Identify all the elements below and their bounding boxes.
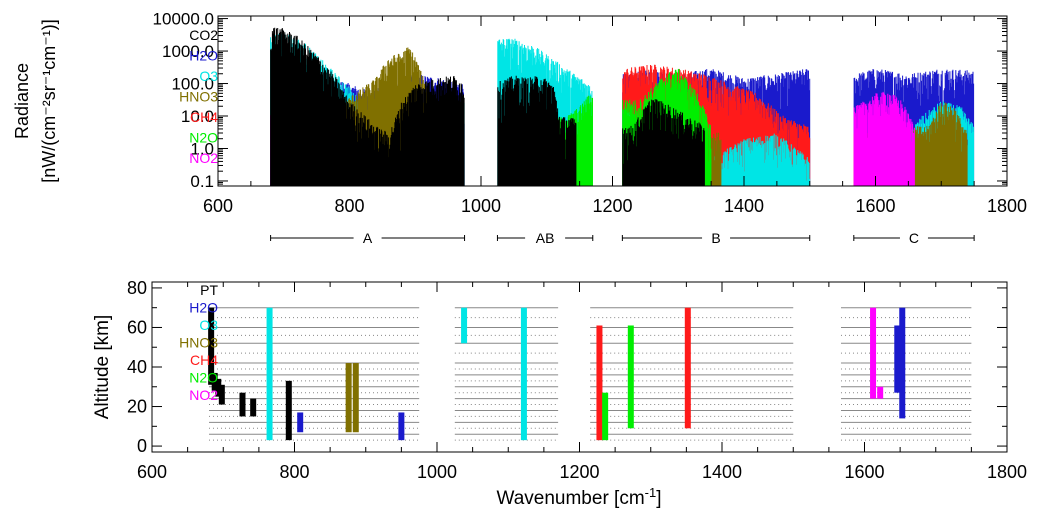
legend-entry-n2o: N2O bbox=[189, 130, 218, 146]
retrieval-bar-n2o bbox=[602, 392, 609, 441]
retrieval-bar-n2o bbox=[627, 325, 634, 429]
legend-entry-h2o: H2O bbox=[189, 300, 218, 316]
legend-entry-hno3: HNO3 bbox=[179, 89, 218, 105]
retrieval-bar-o3 bbox=[461, 307, 468, 344]
bottom-x-tick-label: 1600 bbox=[844, 462, 884, 482]
retrieval-bar-hno3 bbox=[345, 363, 352, 433]
legend-entry-co2: CO2 bbox=[189, 27, 218, 43]
band-label-a: A bbox=[363, 230, 373, 246]
retrieval-bar-h2o bbox=[899, 307, 906, 419]
band-label-c: C bbox=[909, 230, 919, 246]
top-x-tick-label: 600 bbox=[203, 196, 233, 216]
bottom-x-tick-label: 1400 bbox=[702, 462, 742, 482]
radiance-series-group bbox=[270, 27, 975, 186]
retrieval-bar-hno3 bbox=[352, 363, 359, 433]
legend-entry-o3: O3 bbox=[199, 68, 218, 84]
band-label-b: B bbox=[711, 230, 720, 246]
bottom-x-tick-label: 1200 bbox=[559, 462, 599, 482]
top-x-tick-label: 800 bbox=[334, 196, 364, 216]
retrieval-bar-o3 bbox=[520, 307, 527, 441]
retrieval-bar-pt bbox=[215, 378, 222, 397]
retrieval-bar-pt bbox=[250, 398, 257, 417]
legend-entry-pt: PT bbox=[200, 282, 218, 298]
bottom-x-tick-label: 800 bbox=[279, 462, 309, 482]
bottom-x-tick-label: 1000 bbox=[417, 462, 457, 482]
legend-entry-n2o: N2O bbox=[189, 370, 218, 386]
top-y-tick-label: 0.1 bbox=[190, 172, 214, 191]
altitude-panel: 0 20 40 60 80 600 800 1000 1200 1400 1600 1800 PT H2O… bbox=[92, 278, 1027, 509]
legend-entry-ch4: CH4 bbox=[190, 352, 218, 368]
retrieval-bar-pt bbox=[239, 392, 246, 417]
top-x-tick-label: 1200 bbox=[592, 196, 632, 216]
bottom-y-tick-label: 40 bbox=[127, 357, 147, 377]
top-y-tick-label: 100.0 bbox=[171, 75, 214, 94]
top-y-tick-label: 1000.0 bbox=[162, 42, 214, 61]
top-y-axis-label-units: [nW/(cm⁻²sr⁻¹cm⁻¹)] bbox=[39, 19, 59, 182]
retrieval-bar-o3 bbox=[266, 307, 273, 441]
retrieval-bar-no2 bbox=[870, 307, 877, 399]
retrieval-bar-h2o bbox=[894, 325, 901, 393]
legend-entry-no2: NO2 bbox=[189, 150, 218, 166]
retrieval-bar-pt bbox=[285, 380, 292, 441]
bottom-y-tick-label: 20 bbox=[127, 397, 147, 417]
bottom-y-tick-label: 80 bbox=[127, 278, 147, 298]
legend-entry-h2o: H2O bbox=[189, 48, 218, 64]
top-y-axis-label: Radiance bbox=[12, 63, 32, 139]
retrieval-bar-ch4 bbox=[684, 307, 691, 429]
bottom-y-axis-label: Altitude [km] bbox=[92, 315, 113, 420]
series-co2 bbox=[270, 27, 705, 186]
top-y-tick-label: 10000.0 bbox=[153, 10, 214, 29]
retrieval-bar-pt bbox=[218, 384, 225, 405]
top-x-tick-label: 1400 bbox=[724, 196, 764, 216]
legend-entry-ch4: CH4 bbox=[190, 109, 218, 125]
radiance-panel: 10000.0 1000.0 100.0 10.0 1.0 0.1 600 800 1000 12… bbox=[12, 10, 1027, 246]
bottom-y-tick-label: 0 bbox=[137, 436, 147, 456]
retrieval-bar-h2o bbox=[398, 412, 405, 441]
legend-entry-hno3: HNO3 bbox=[179, 335, 218, 351]
legend-entry-no2: NO2 bbox=[189, 387, 218, 403]
bottom-y-tick-label: 60 bbox=[127, 317, 147, 337]
retrieval-bar-no2 bbox=[877, 386, 884, 399]
bottom-x-tick-label: 1800 bbox=[987, 462, 1027, 482]
top-y-tick-label: 10.0 bbox=[181, 107, 214, 126]
top-x-tick-label: 1800 bbox=[987, 196, 1027, 216]
legend-entry-o3: O3 bbox=[199, 317, 218, 333]
retrieval-bar-h2o bbox=[297, 412, 304, 433]
bottom-x-tick-label: 600 bbox=[137, 462, 167, 482]
top-x-tick-label: 1000 bbox=[461, 196, 501, 216]
band-label-ab: AB bbox=[536, 230, 555, 246]
retrieval-bar-pt bbox=[208, 307, 215, 385]
bottom-x-axis-label: Wavenumber [cm-1] bbox=[496, 485, 661, 509]
retrieval-bar-pt bbox=[211, 372, 218, 391]
top-y-tick-label: 1.0 bbox=[190, 139, 214, 158]
retrieval-bar-ch4 bbox=[596, 325, 603, 441]
top-x-tick-label: 1600 bbox=[855, 196, 895, 216]
